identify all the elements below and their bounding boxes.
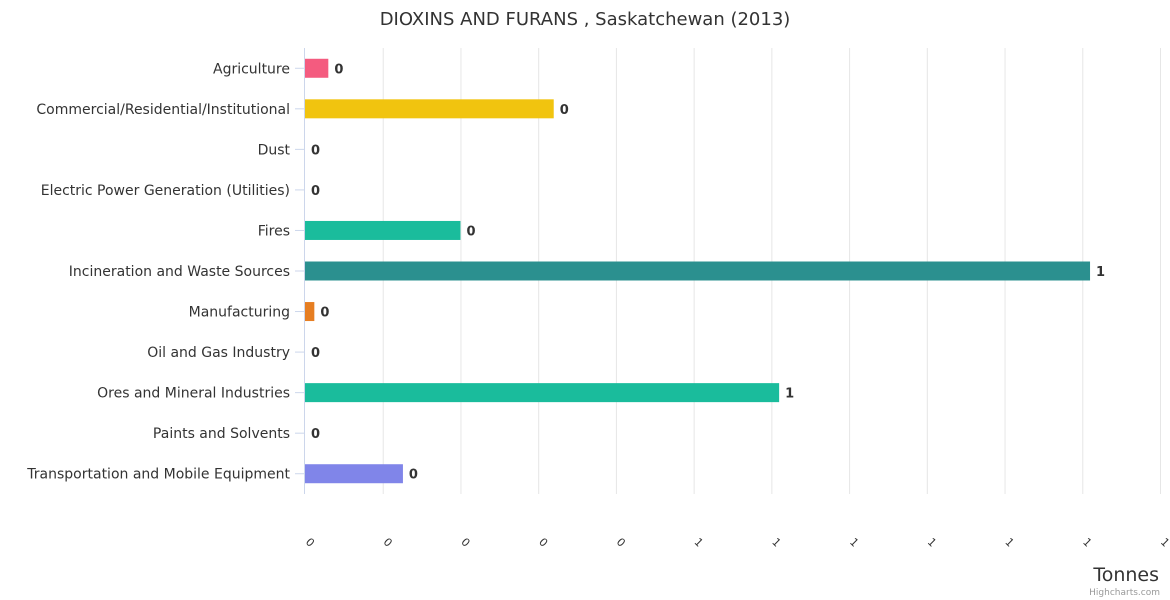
data-label: 0 xyxy=(466,224,475,239)
tick-label: 1 xyxy=(769,535,783,549)
data-label: 0 xyxy=(311,427,320,442)
category-label: Fires xyxy=(258,223,290,239)
category-label: Transportation and Mobile Equipment xyxy=(26,467,290,483)
data-label: 0 xyxy=(320,306,329,321)
tick-label: 1 xyxy=(925,535,939,549)
category-label: Dust xyxy=(258,142,291,158)
bar xyxy=(305,220,461,240)
category-labels: Agriculture Commercial/Residential/Instit… xyxy=(26,61,290,482)
category-label: Paints and Solvents xyxy=(153,426,290,442)
category-label: Manufacturing xyxy=(189,305,290,321)
tick-label: 1 xyxy=(847,535,861,549)
data-label: 0 xyxy=(409,468,418,483)
category-label: Electric Power Generation (Utilities) xyxy=(41,183,290,199)
bar xyxy=(305,464,403,484)
category-label: Ores and Mineral Industries xyxy=(97,386,290,402)
tick-label: 0 xyxy=(458,535,472,549)
data-label: 1 xyxy=(785,387,794,402)
bar xyxy=(305,383,780,403)
bar xyxy=(305,261,1091,281)
tick-label: 1 xyxy=(1002,535,1016,549)
tick-label: 1 xyxy=(1080,535,1094,549)
value-axis-title: Tonnes xyxy=(1092,564,1159,586)
tick-label: 0 xyxy=(381,535,395,549)
tick-label: 1 xyxy=(692,535,706,549)
data-label: 0 xyxy=(311,143,320,158)
tick-label: 0 xyxy=(303,535,317,549)
category-label: Incineration and Waste Sources xyxy=(69,264,290,280)
category-label: Agriculture xyxy=(213,61,290,77)
credits-link[interactable]: Highcharts.com xyxy=(1089,588,1160,598)
tick-label: 1 xyxy=(1158,535,1170,549)
tick-label: 0 xyxy=(614,535,628,549)
data-label: 1 xyxy=(1096,265,1105,280)
bar xyxy=(305,58,329,78)
bar xyxy=(305,99,554,119)
tick-label: 0 xyxy=(536,535,550,549)
bars: 0 0 0 0 0 1 0 0 1 0 0 xyxy=(305,58,1105,484)
chart-title: DIOXINS AND FURANS , Saskatchewan (2013) xyxy=(380,9,791,30)
data-label: 0 xyxy=(560,103,569,118)
data-label: 0 xyxy=(311,346,320,361)
category-label: Oil and Gas Industry xyxy=(147,345,290,361)
data-label: 0 xyxy=(334,62,343,77)
value-axis-ticks: 0 0 0 0 0 1 1 1 1 1 1 1 xyxy=(303,535,1170,549)
bar xyxy=(305,302,315,322)
category-label: Commercial/Residential/Institutional xyxy=(36,102,290,118)
data-label: 0 xyxy=(311,184,320,199)
